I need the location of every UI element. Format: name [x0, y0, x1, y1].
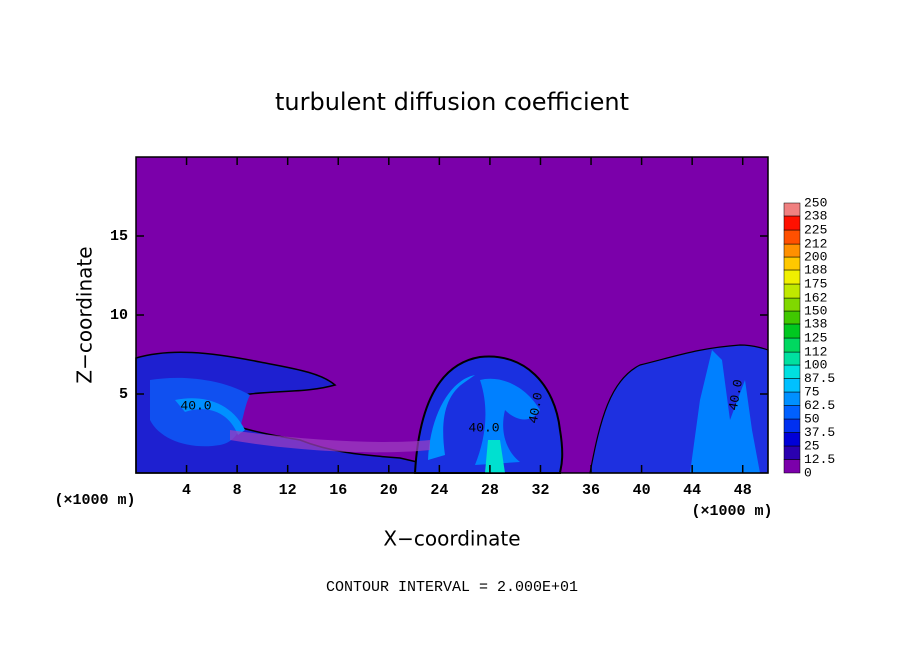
x-tick-label: 8 — [233, 482, 242, 499]
y-tick-label: 5 — [119, 386, 128, 403]
field-region — [428, 375, 475, 460]
y-axis-label: Z−coordinate — [73, 246, 97, 383]
colorbar-band — [783, 432, 801, 447]
colorbar-band — [783, 243, 801, 258]
field-region — [690, 350, 760, 473]
colorbar-band — [783, 310, 801, 325]
colorbar-band — [783, 378, 801, 393]
colorbar-band — [783, 297, 801, 312]
colorbar-label: 188 — [804, 262, 827, 277]
x-axis-label: X−coordinate — [383, 527, 520, 551]
colorbar-band — [783, 337, 801, 353]
x-tick-label: 40 — [633, 482, 651, 499]
field-region — [150, 377, 250, 447]
x-unit: (×1000 m) — [54, 492, 135, 509]
x-tick-label: 44 — [683, 482, 701, 499]
colorbar-label: 12.5 — [804, 452, 835, 467]
colorbar-label: 212 — [804, 236, 827, 251]
colorbar-label: 87.5 — [804, 371, 835, 386]
colorbar-label: 138 — [804, 316, 827, 331]
chart-title: turbulent diffusion coefficient — [275, 88, 629, 116]
colorbar-label: 125 — [804, 330, 827, 345]
colorbar-label: 0 — [804, 465, 812, 480]
colorbar-band — [783, 405, 801, 420]
colorbar-label: 150 — [804, 303, 827, 318]
note: CONTOUR INTERVAL = 2.000E+01 — [326, 579, 578, 596]
colorbar-band — [783, 391, 801, 406]
colorbar-band — [783, 269, 801, 285]
colorbar-band — [783, 351, 801, 366]
y-tick-label: 15 — [110, 228, 128, 245]
x-tick-label: 12 — [279, 482, 297, 499]
x-tick-label: 28 — [481, 482, 499, 499]
colorbar-label: 162 — [804, 290, 827, 305]
x-tick-label: 16 — [329, 482, 347, 499]
y-tick-label: 10 — [110, 307, 128, 324]
x-tick-label: 24 — [430, 482, 448, 499]
colorbar-band — [783, 364, 801, 379]
x-tick-label: 20 — [380, 482, 398, 499]
contour-label: 40.0 — [468, 420, 499, 435]
field-region — [175, 398, 245, 435]
field — [135, 157, 769, 474]
x-unit: (×1000 m) — [691, 503, 772, 520]
colorbar-label: 75 — [804, 384, 820, 399]
colorbar-band — [783, 418, 801, 433]
colorbar-band — [783, 323, 801, 339]
colorbar-band — [783, 202, 801, 217]
colorbar-band — [783, 256, 801, 271]
colorbar-label: 112 — [804, 344, 827, 359]
colorbar-band — [783, 215, 801, 231]
colorbar-label: 37.5 — [804, 425, 835, 440]
field-region — [485, 440, 505, 473]
colorbar-label: 238 — [804, 208, 827, 223]
colorbar-band — [783, 445, 801, 460]
x-tick-label: 32 — [531, 482, 549, 499]
colorbar-label: 25 — [804, 438, 820, 453]
colorbar-label: 100 — [804, 357, 827, 372]
field-region — [230, 430, 430, 453]
colorbar-label: 50 — [804, 411, 820, 426]
colorbar-label: 175 — [804, 276, 827, 291]
x-tick-label: 48 — [734, 482, 752, 499]
colorbar-label: 200 — [804, 249, 827, 264]
colorbar-band — [783, 459, 801, 474]
colorbar-label: 62.5 — [804, 398, 835, 413]
contour-label: 40.0 — [526, 391, 546, 424]
x-tick-label: 4 — [182, 482, 191, 499]
colorbar-label: 225 — [804, 222, 827, 237]
contour-label: 40.0 — [726, 378, 746, 411]
colorbar-band — [783, 229, 801, 245]
contour-label: 40.0 — [180, 398, 211, 413]
colorbar-band — [783, 283, 801, 299]
colorbar-label: 250 — [804, 195, 827, 210]
x-tick-label: 36 — [582, 482, 600, 499]
